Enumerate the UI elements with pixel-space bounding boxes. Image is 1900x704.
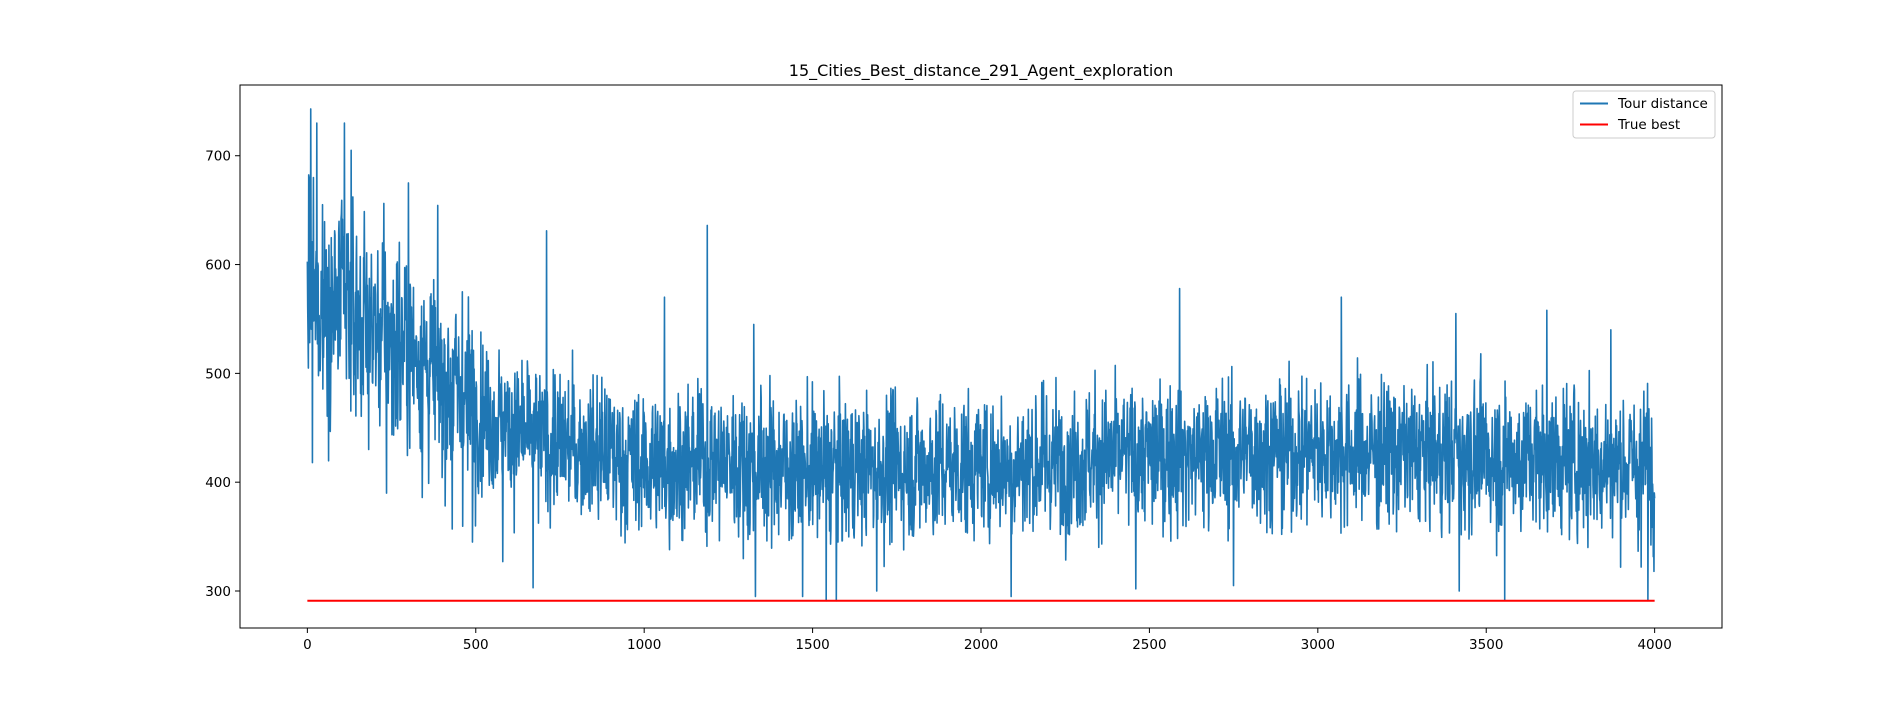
x-axis: 0 500 1000 1500 2000 2500 3000 3500 4000 [303,628,1672,653]
legend-label-tour-distance: Tour distance [1617,96,1708,112]
x-tick-label: 3500 [1469,637,1503,653]
y-tick-label: 400 [205,475,231,491]
legend-box [1572,90,1716,139]
x-tick-label: 1500 [795,637,829,653]
series-layer [306,108,1656,602]
y-axis: 300 400 500 600 700 [205,149,240,600]
legend: Tour distance True best [1572,90,1716,139]
x-tick-label: 0 [303,637,312,653]
y-tick-label: 600 [205,258,231,274]
legend-label-true-best: True best [1617,117,1680,133]
series-line-tour-distance [306,108,1656,602]
y-tick-label: 300 [205,584,231,600]
x-tick-label: 4000 [1637,637,1671,653]
plot-area [239,84,1723,629]
x-tick-label: 2500 [1132,637,1166,653]
y-tick-label: 500 [205,366,231,382]
y-tick-label: 700 [205,149,231,165]
x-tick-label: 500 [463,637,489,653]
x-tick-label: 1000 [627,637,661,653]
x-tick-label: 2000 [964,637,998,653]
x-tick-label: 3000 [1301,637,1335,653]
chart-title: 15_Cities_Best_distance_291_Agent_explor… [789,61,1173,81]
